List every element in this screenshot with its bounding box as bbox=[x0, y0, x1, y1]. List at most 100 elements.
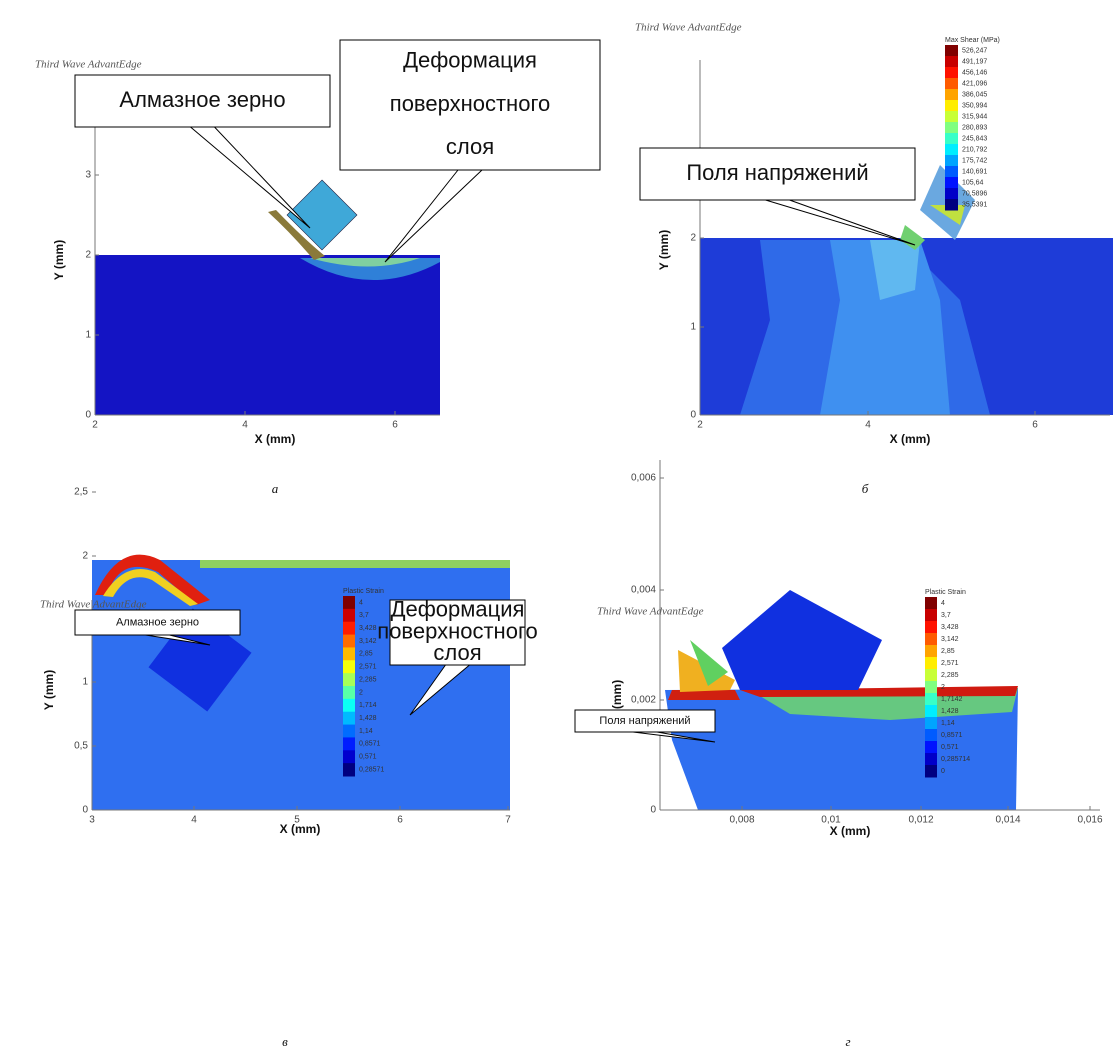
callout-text: Алмазное зерно bbox=[116, 616, 199, 628]
colorbar-swatch bbox=[945, 155, 958, 167]
colorbar-label: 315,944 bbox=[962, 113, 987, 120]
colorbar-label: 2,285 bbox=[359, 676, 377, 683]
watermark: Third Wave AdvantEdge bbox=[35, 59, 142, 71]
colorbar-label: 1,14 bbox=[941, 720, 955, 727]
callout-text: Деформация bbox=[403, 47, 537, 72]
colorbar-swatch bbox=[925, 621, 937, 634]
y-tick-label: 0,006 bbox=[631, 473, 656, 484]
y-tick-label: 1 bbox=[82, 677, 88, 688]
x-tick-label: 2 bbox=[697, 420, 703, 431]
x-tick-label: 0,008 bbox=[729, 815, 754, 826]
colorbar-label: 0,28571 bbox=[359, 766, 384, 773]
watermark: Third Wave AdvantEdge bbox=[597, 606, 704, 618]
colorbar-label: 1,14 bbox=[359, 728, 373, 735]
x-tick-label: 7 bbox=[505, 815, 511, 826]
caption: а bbox=[272, 481, 279, 496]
colorbar-swatch bbox=[343, 596, 355, 609]
colorbar-label: 2,85 bbox=[941, 648, 955, 655]
y-tick-label: 0 bbox=[650, 805, 656, 816]
y-tick-label: 1 bbox=[85, 330, 91, 341]
colorbar-swatch bbox=[925, 633, 937, 646]
colorbar-label: 2 bbox=[359, 689, 363, 696]
colorbar-label: 3,428 bbox=[941, 624, 959, 631]
y-axis-label: Y (mm) bbox=[42, 670, 56, 710]
colorbar-swatch bbox=[925, 681, 937, 694]
colorbar-label: 2,571 bbox=[359, 664, 377, 671]
colorbar-swatch bbox=[925, 729, 937, 742]
colorbar-label: 0,8571 bbox=[941, 732, 963, 739]
x-tick-label: 2 bbox=[92, 420, 98, 431]
colorbar-title: Plastic Strain bbox=[343, 588, 384, 595]
colorbar-label: 2,571 bbox=[941, 660, 959, 667]
colorbar-swatch bbox=[945, 89, 958, 101]
colorbar-label: 0,571 bbox=[359, 754, 377, 761]
x-axis-label: X (mm) bbox=[255, 432, 296, 446]
colorbar-swatch bbox=[925, 597, 937, 610]
caption: в bbox=[282, 1034, 288, 1049]
x-tick-label: 6 bbox=[1032, 420, 1038, 431]
colorbar-label: 421,096 bbox=[962, 80, 987, 87]
colorbar-swatch bbox=[343, 647, 355, 660]
colorbar-label: 210,792 bbox=[962, 146, 987, 153]
colorbar-swatch bbox=[945, 144, 958, 156]
y-tick-label: 0 bbox=[690, 410, 696, 421]
colorbar-swatch bbox=[945, 188, 958, 200]
caption: б bbox=[862, 481, 869, 496]
colorbar-label: 280,893 bbox=[962, 124, 987, 131]
colorbar-swatch bbox=[925, 705, 937, 718]
colorbar-label: 1,428 bbox=[941, 708, 959, 715]
colorbar-swatch bbox=[343, 635, 355, 648]
colorbar-swatch bbox=[945, 199, 958, 211]
figure: Third Wave AdvantEdge 2 4 6 0 1 2 3 X (mm) Y (mm)… bbox=[0, 0, 1113, 1054]
callout-pointer bbox=[385, 170, 482, 262]
x-tick-label: 6 bbox=[397, 815, 403, 826]
colorbar-swatch bbox=[945, 45, 958, 57]
colorbar-title: Max Shear (MPa) bbox=[945, 37, 1000, 44]
y-tick-label: 2 bbox=[690, 233, 696, 244]
colorbar-label: 105,64 bbox=[962, 179, 984, 186]
colorbar-swatch bbox=[343, 750, 355, 763]
colorbar-label: 2,285 bbox=[941, 672, 959, 679]
colorbar-swatch bbox=[925, 741, 937, 754]
y-tick-label: 3 bbox=[85, 170, 91, 181]
colorbar-title: Plastic Strain bbox=[925, 589, 966, 596]
colorbar-label: 4 bbox=[941, 600, 945, 607]
simulation-a bbox=[95, 180, 440, 415]
colorbar-swatch bbox=[945, 78, 958, 90]
colorbar-label: 3,428 bbox=[359, 625, 377, 632]
colorbar-swatch bbox=[343, 725, 355, 738]
x-tick-label: 0,014 bbox=[995, 815, 1020, 826]
colorbar-label: 526,247 bbox=[962, 47, 987, 54]
colorbar-swatch bbox=[925, 765, 937, 778]
colorbar-swatch bbox=[925, 669, 937, 682]
colorbar-swatch bbox=[343, 699, 355, 712]
callout-text: Поля напряжений bbox=[686, 160, 868, 185]
colorbar-swatch bbox=[945, 67, 958, 79]
colorbar-label: 2 bbox=[941, 684, 945, 691]
colorbar-label: 456,146 bbox=[962, 69, 987, 76]
y-tick-label: 2,5 bbox=[74, 487, 88, 498]
colorbar-label: 1,428 bbox=[359, 715, 377, 722]
colorbar-swatch bbox=[945, 111, 958, 123]
colorbar-swatch bbox=[343, 686, 355, 699]
colorbar-label: 245,843 bbox=[962, 135, 987, 142]
x-tick-label: 0,012 bbox=[908, 815, 933, 826]
colorbar-label: 70,5896 bbox=[962, 190, 987, 197]
callout-text: Алмазное зерно bbox=[119, 87, 285, 112]
x-tick-label: 4 bbox=[191, 815, 197, 826]
simulation-b bbox=[700, 165, 1113, 415]
colorbar-label: 3,7 bbox=[359, 612, 369, 619]
y-axis-label: Y (mm) bbox=[52, 240, 66, 280]
colorbar-swatch bbox=[945, 133, 958, 145]
x-axis-label: X (mm) bbox=[830, 824, 871, 838]
y-tick-label: 0 bbox=[85, 410, 91, 421]
x-tick-label: 4 bbox=[865, 420, 871, 431]
colorbar-label: 0,571 bbox=[941, 744, 959, 751]
x-axis-label: X (mm) bbox=[280, 822, 321, 836]
colorbar-label: 0 bbox=[941, 768, 945, 775]
colorbar-label: 175,742 bbox=[962, 157, 987, 164]
colorbar-label: 386,045 bbox=[962, 91, 987, 98]
colorbar-swatch bbox=[925, 717, 937, 730]
colorbar-swatch bbox=[343, 673, 355, 686]
colorbar-label: 1,7142 bbox=[941, 696, 963, 703]
